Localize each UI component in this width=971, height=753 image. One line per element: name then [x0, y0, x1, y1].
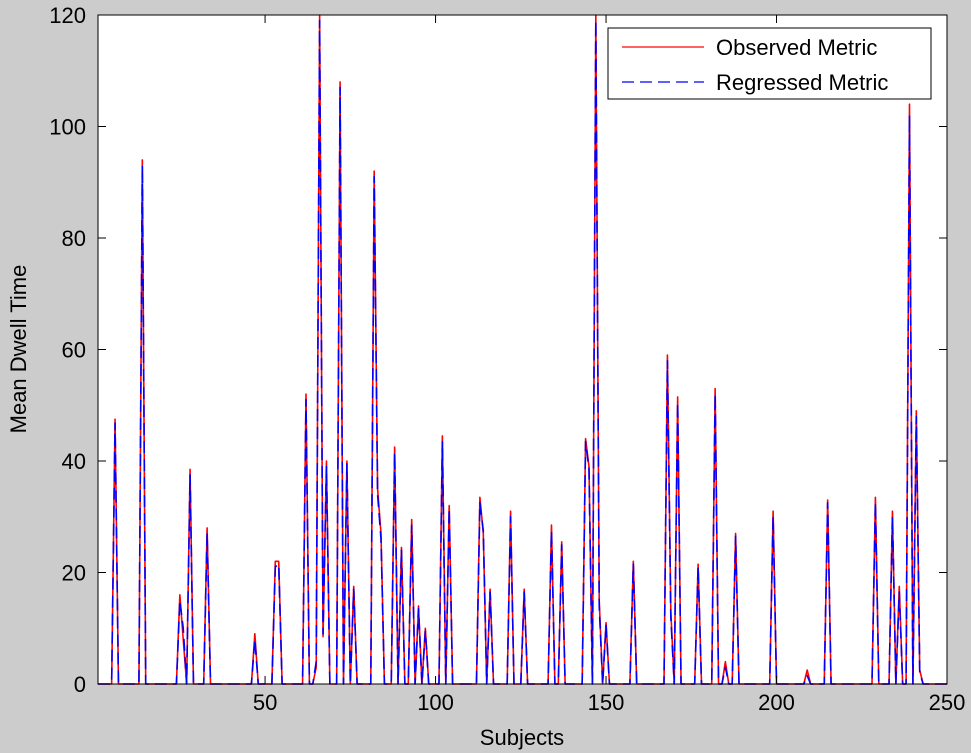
y-tick-label: 80 [62, 226, 86, 251]
legend: Observed Metric Regressed Metric [607, 27, 932, 100]
y-tick-label: 120 [49, 3, 86, 28]
x-tick-label: 100 [417, 690, 454, 715]
plot-area [98, 15, 947, 684]
y-tick-label: 60 [62, 338, 86, 363]
y-axis-label: Mean Dwell Time [6, 265, 31, 434]
legend-label-regressed: Regressed Metric [716, 70, 888, 95]
x-tick-label: 50 [253, 690, 277, 715]
ticks-layer: 50 100 150 200 250 0 20 40 60 80 100 120 [49, 3, 965, 715]
plot-frame [97, 14, 948, 685]
y-tick-label: 100 [49, 115, 86, 140]
legend-box [607, 27, 932, 100]
y-tick-label: 0 [74, 672, 86, 697]
x-tick-label: 200 [758, 690, 795, 715]
y-tick-label: 40 [62, 449, 86, 474]
legend-label-observed: Observed Metric [716, 35, 877, 60]
y-tick-label: 20 [62, 561, 86, 586]
x-axis-label: Subjects [480, 725, 564, 750]
x-tick-label: 250 [929, 690, 966, 715]
x-tick-label: 150 [588, 690, 625, 715]
